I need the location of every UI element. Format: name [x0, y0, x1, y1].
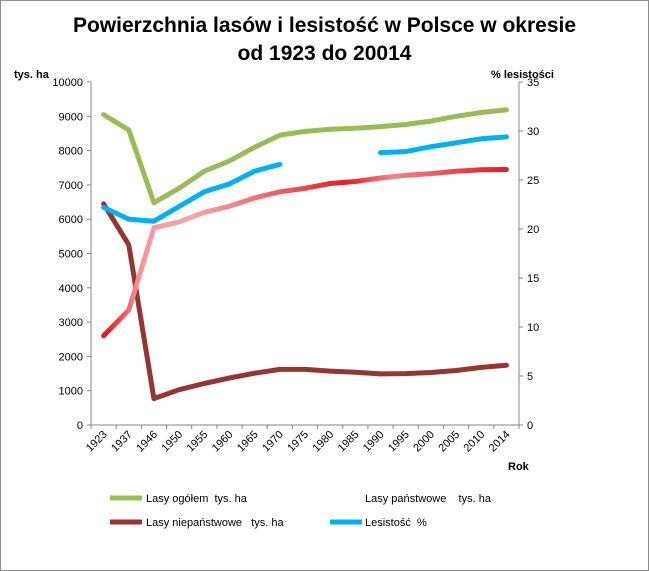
x-tick-label: 2014: [487, 429, 513, 455]
y-tick-label-right: 20: [527, 224, 539, 236]
series-layer: [101, 107, 509, 402]
y-tick-label-right: 35: [527, 77, 539, 89]
x-tick-label: 1975: [285, 429, 311, 455]
y-tick-label-left: 3000: [59, 317, 83, 329]
y-tick-label-left: 7000: [59, 180, 83, 192]
y-axis-label-right: % lesistości: [491, 69, 554, 81]
x-tick-label: 1960: [210, 429, 236, 455]
y-tick-label-right: 25: [527, 175, 539, 187]
x-tick-label: 1923: [84, 429, 110, 455]
y-ticks-right: 0 5 10 15 20 25 30 35: [519, 77, 539, 432]
y-tick-label-left: 10000: [52, 77, 83, 89]
x-tick-label: 1946: [134, 429, 160, 455]
legend-label-lasy-ogolem: Lasy ogółem tys. ha: [146, 493, 248, 505]
y-ticks-left: 0 1000 2000 3000 4000 5000 6000 7000 8000 9000 100…: [52, 77, 91, 432]
y-tick-label-left: 8000: [59, 146, 83, 158]
series-line-0: [101, 107, 509, 206]
x-tick-label: 1950: [159, 429, 185, 455]
y-tick-label-right: 30: [527, 126, 539, 138]
y-tick-label-left: 5000: [59, 249, 83, 261]
legend-item-lesistosc: Lesistość %: [330, 517, 427, 529]
x-tick-label: 2010: [462, 429, 488, 455]
x-tick-label: 1985: [336, 429, 362, 455]
x-tick-label: 1955: [185, 429, 211, 455]
x-tick-label: 1995: [386, 429, 412, 455]
series-line-2: [101, 201, 509, 402]
y-tick-label-right: 5: [527, 371, 533, 383]
y-tick-label-left: 4000: [59, 283, 83, 295]
series-line-3: [101, 134, 509, 224]
x-tick-label: 1937: [109, 429, 135, 455]
y-tick-label-right: 0: [527, 420, 533, 432]
y-tick-label-right: 15: [527, 273, 539, 285]
x-tick-label: 1980: [310, 429, 336, 455]
legend-item-lasy-ogolem: Lasy ogółem tys. ha: [110, 493, 248, 505]
legend-label-lasy-niepanstwowe: Lasy niepaństwowe tys. ha: [146, 517, 284, 529]
x-tick-label: 1965: [235, 429, 261, 455]
legend: Lasy ogółem tys. ha Lasy państwowe tys. …: [110, 493, 492, 529]
y-tick-label-left: 6000: [59, 214, 83, 226]
chart-title: Powierzchnia lasów i lesistość w Polsce …: [72, 14, 577, 37]
x-tick-label: 2005: [436, 429, 462, 455]
x-ticks: 1923 1937 1946 1950 1955 1960 1965 1970 1975 1980…: [84, 425, 520, 455]
x-axis-label: Rok: [508, 461, 530, 473]
x-tick-label: 2000: [411, 429, 437, 455]
y-tick-label-left: 1000: [59, 386, 83, 398]
series-line-1: [101, 167, 509, 339]
legend-item-lasy-niepanstwowe: Lasy niepaństwowe tys. ha: [110, 517, 284, 529]
y-tick-label-right: 10: [527, 322, 539, 334]
legend-label-lasy-panstwowe: Lasy państwowe tys. ha: [365, 493, 492, 505]
y-tick-label-left: 9000: [59, 111, 83, 123]
x-tick-label: 1970: [260, 429, 286, 455]
y-tick-label-left: 0: [77, 420, 83, 432]
legend-item-lasy-panstwowe: Lasy państwowe tys. ha: [330, 493, 492, 505]
chart-subtitle: od 1923 do 20014: [237, 42, 412, 65]
y-axis-label-left: tys. ha: [14, 69, 50, 81]
x-tick-label: 1990: [361, 429, 387, 455]
y-tick-label-left: 2000: [59, 351, 83, 363]
legend-label-lesistosc: Lesistość %: [365, 517, 427, 529]
